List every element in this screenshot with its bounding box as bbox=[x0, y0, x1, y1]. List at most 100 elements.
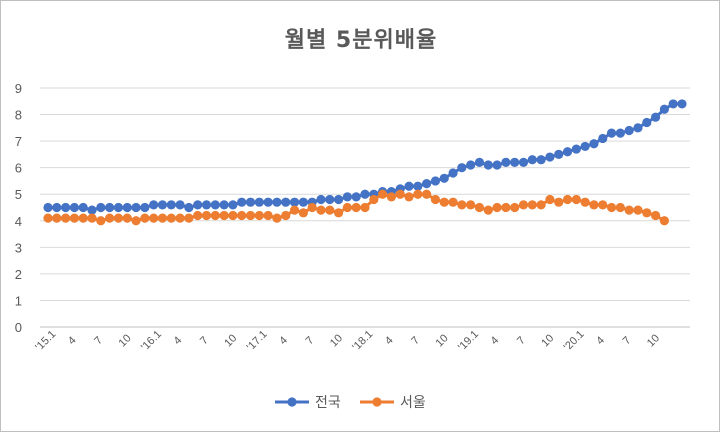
data-point bbox=[131, 202, 141, 213]
data-point bbox=[87, 205, 97, 215]
data-point bbox=[237, 210, 247, 221]
data-point bbox=[113, 202, 124, 213]
data-point bbox=[448, 197, 458, 207]
x-tick-label: '20.1 bbox=[562, 328, 587, 353]
data-point bbox=[642, 117, 652, 128]
data-point bbox=[175, 200, 185, 210]
x-tick-label: 4 bbox=[383, 334, 396, 347]
data-point bbox=[430, 176, 441, 186]
x-tick-label: '17.1 bbox=[245, 328, 270, 353]
legend-swatch-marker bbox=[372, 397, 382, 407]
x-tick-label: '18.1 bbox=[350, 328, 375, 353]
x-tick-label: 10 bbox=[645, 332, 662, 349]
data-point bbox=[263, 210, 273, 221]
data-point bbox=[96, 216, 106, 226]
data-point bbox=[677, 99, 687, 109]
data-point bbox=[307, 202, 317, 213]
data-point bbox=[351, 202, 361, 213]
data-point bbox=[571, 144, 581, 154]
data-point bbox=[492, 202, 502, 213]
data-point bbox=[113, 213, 124, 223]
data-point bbox=[439, 173, 449, 183]
data-point bbox=[237, 197, 247, 207]
data-point bbox=[52, 213, 62, 223]
y-tick-label: 0 bbox=[15, 320, 22, 335]
data-point bbox=[122, 202, 132, 213]
data-point bbox=[149, 213, 159, 223]
data-point bbox=[263, 197, 273, 207]
y-tick-label: 3 bbox=[15, 240, 22, 255]
data-point bbox=[228, 200, 238, 210]
data-point bbox=[184, 213, 194, 223]
data-point bbox=[351, 192, 361, 202]
data-point bbox=[624, 205, 634, 215]
data-point bbox=[193, 200, 203, 210]
data-point bbox=[483, 205, 493, 215]
data-point bbox=[289, 205, 300, 215]
x-tick-label: 10 bbox=[328, 332, 345, 349]
data-point bbox=[545, 152, 555, 162]
chart-title: 월별 5분위배율 bbox=[284, 28, 438, 53]
data-point bbox=[166, 213, 176, 223]
x-tick-label: 10 bbox=[539, 332, 556, 349]
data-point bbox=[562, 147, 573, 157]
data-point bbox=[457, 200, 467, 210]
data-point bbox=[650, 112, 661, 122]
data-point bbox=[554, 149, 564, 159]
data-point bbox=[61, 213, 71, 223]
data-point bbox=[122, 213, 132, 223]
data-point bbox=[510, 202, 520, 213]
data-point bbox=[131, 216, 141, 226]
data-point bbox=[316, 194, 326, 205]
x-tick-label: 4 bbox=[489, 334, 502, 347]
data-point bbox=[342, 192, 352, 202]
data-point bbox=[659, 216, 669, 226]
data-point bbox=[210, 210, 220, 221]
data-point bbox=[298, 208, 308, 218]
data-point bbox=[589, 200, 599, 210]
data-point bbox=[501, 157, 511, 167]
data-point bbox=[518, 200, 529, 210]
data-point bbox=[668, 99, 678, 109]
x-tick-label: 7 bbox=[409, 334, 422, 347]
x-axis-ticks: '15.1 4 7 10'16.1 4 7 10'17.1 4 7 10'18.1 4 7 10'19.… bbox=[33, 328, 662, 353]
data-point bbox=[562, 194, 573, 205]
data-point bbox=[466, 160, 476, 170]
data-point bbox=[61, 202, 71, 213]
y-tick-label: 2 bbox=[15, 267, 22, 282]
data-point bbox=[360, 202, 370, 213]
data-point bbox=[245, 210, 256, 221]
data-point bbox=[527, 200, 537, 210]
x-tick-label: 7 bbox=[198, 334, 211, 347]
data-point bbox=[228, 210, 238, 221]
data-point bbox=[166, 200, 176, 210]
data-point bbox=[448, 168, 458, 178]
x-tick-label: '19.1 bbox=[456, 328, 481, 353]
data-point bbox=[650, 210, 661, 221]
data-point bbox=[78, 213, 88, 223]
data-point bbox=[422, 189, 432, 199]
data-point bbox=[492, 160, 502, 170]
data-point bbox=[325, 205, 335, 215]
data-point bbox=[439, 197, 449, 207]
data-point bbox=[633, 205, 643, 215]
data-point bbox=[201, 200, 212, 210]
x-tick-label: 7 bbox=[515, 334, 528, 347]
data-point bbox=[615, 202, 625, 213]
data-point bbox=[87, 213, 97, 223]
data-point bbox=[571, 194, 581, 205]
data-point bbox=[413, 189, 423, 199]
data-point bbox=[606, 128, 617, 138]
y-tick-label: 1 bbox=[15, 293, 22, 308]
data-point bbox=[474, 202, 485, 213]
legend: 전국 서울 bbox=[275, 395, 426, 411]
data-point bbox=[386, 192, 397, 202]
data-point bbox=[624, 125, 634, 136]
data-point bbox=[184, 202, 194, 213]
y-axis-ticks: 0 1 2 3 4 5 6 7 8 9 bbox=[15, 81, 22, 335]
data-point bbox=[78, 202, 88, 213]
y-tick-label: 7 bbox=[15, 134, 22, 149]
data-point bbox=[281, 197, 291, 207]
data-point bbox=[422, 179, 432, 189]
